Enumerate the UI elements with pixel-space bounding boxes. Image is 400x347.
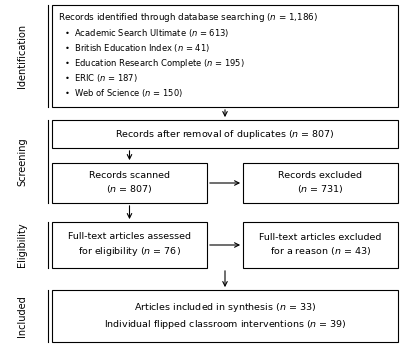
Text: •  British Education Index ($\it{n}$ = 41): • British Education Index ($\it{n}$ = 41… — [64, 42, 210, 54]
Text: Full-text articles assessed
for eligibility ($\it{n}$ = 76): Full-text articles assessed for eligibil… — [68, 232, 191, 258]
Bar — [243, 222, 398, 268]
Text: Records scanned
($\it{n}$ = 807): Records scanned ($\it{n}$ = 807) — [89, 171, 170, 195]
Text: Full-text articles excluded
for a reason ($\it{n}$ = 43): Full-text articles excluded for a reason… — [259, 233, 382, 257]
Text: •  Web of Science ($\it{n}$ = 150): • Web of Science ($\it{n}$ = 150) — [64, 87, 183, 99]
Text: •  Academic Search Ultimate ($\it{n}$ = 613): • Academic Search Ultimate ($\it{n}$ = 6… — [64, 27, 230, 39]
Text: Records excluded
($\it{n}$ = 731): Records excluded ($\it{n}$ = 731) — [278, 171, 362, 195]
Text: Records after removal of duplicates ($\it{n}$ = 807): Records after removal of duplicates ($\i… — [115, 127, 335, 141]
Text: Eligibility: Eligibility — [17, 223, 27, 267]
Bar — [52, 5, 398, 107]
Text: •  Education Research Complete ($\it{n}$ = 195): • Education Research Complete ($\it{n}$ … — [64, 57, 245, 69]
Bar — [52, 163, 207, 203]
Text: Screening: Screening — [17, 137, 27, 186]
Text: Records identified through database searching ($\it{n}$ = 1,186): Records identified through database sear… — [58, 10, 318, 24]
Bar — [52, 290, 398, 342]
Bar — [52, 120, 398, 148]
Text: Articles included in synthesis ($\it{n}$ = 33)
Individual flipped classroom inte: Articles included in synthesis ($\it{n}$… — [104, 301, 346, 331]
Text: Included: Included — [17, 295, 27, 337]
Bar — [52, 222, 207, 268]
Text: •  ERIC ($\it{n}$ = 187): • ERIC ($\it{n}$ = 187) — [64, 72, 138, 84]
Bar — [243, 163, 398, 203]
Text: Identification: Identification — [17, 24, 27, 88]
